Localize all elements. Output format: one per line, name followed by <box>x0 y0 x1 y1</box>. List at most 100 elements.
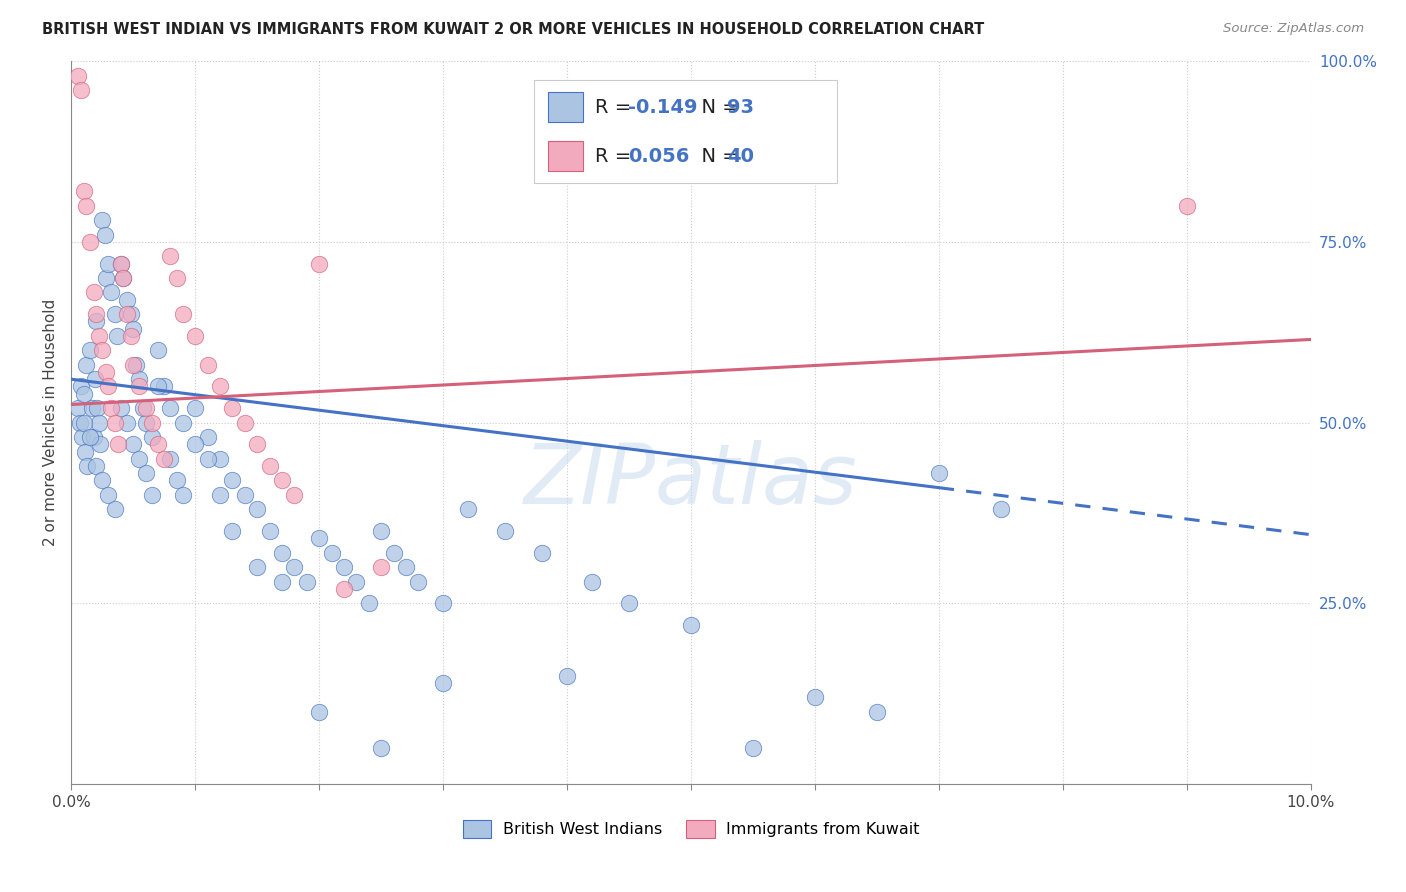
Point <box>221 401 243 416</box>
Point <box>97 256 120 270</box>
Point <box>120 329 142 343</box>
Legend: British West Indians, Immigrants from Kuwait: British West Indians, Immigrants from Ku… <box>457 814 925 845</box>
Point <box>990 502 1012 516</box>
Point <box>370 524 392 538</box>
Point <box>295 574 318 589</box>
Point <box>321 546 343 560</box>
Point <box>97 488 120 502</box>
Point <box>146 343 169 358</box>
Point <box>233 416 256 430</box>
Point <box>84 458 107 473</box>
Text: 93: 93 <box>727 97 754 117</box>
Point <box>333 560 356 574</box>
Point <box>91 343 114 358</box>
Point <box>83 430 105 444</box>
Text: 0.056: 0.056 <box>628 146 690 166</box>
Point <box>115 293 138 307</box>
Point <box>141 416 163 430</box>
Point <box>115 416 138 430</box>
Point <box>87 329 110 343</box>
Point <box>79 430 101 444</box>
Point <box>73 416 96 430</box>
Point <box>75 199 97 213</box>
Point <box>370 560 392 574</box>
Point <box>141 430 163 444</box>
Point <box>172 307 194 321</box>
Point <box>128 379 150 393</box>
Point <box>82 401 104 416</box>
Point <box>135 401 157 416</box>
Point <box>91 474 114 488</box>
Point <box>135 466 157 480</box>
Point <box>91 213 114 227</box>
Point <box>928 466 950 480</box>
Point <box>83 285 105 300</box>
Point <box>146 437 169 451</box>
Point <box>132 401 155 416</box>
Point <box>457 502 479 516</box>
Point <box>271 574 294 589</box>
Point <box>153 451 176 466</box>
Point <box>184 437 207 451</box>
Text: ZIPatlas: ZIPatlas <box>524 440 858 521</box>
Point <box>76 458 98 473</box>
Point <box>197 430 219 444</box>
Point <box>84 314 107 328</box>
Point <box>122 321 145 335</box>
Point <box>308 705 330 719</box>
Point <box>432 676 454 690</box>
Point <box>208 379 231 393</box>
Point <box>69 416 91 430</box>
Point <box>159 249 181 263</box>
Y-axis label: 2 or more Vehicles in Household: 2 or more Vehicles in Household <box>44 299 58 546</box>
Point <box>246 437 269 451</box>
Text: N =: N = <box>689 97 745 117</box>
Point <box>110 256 132 270</box>
Point <box>146 379 169 393</box>
Text: N =: N = <box>689 146 745 166</box>
Point <box>197 451 219 466</box>
Point <box>344 574 367 589</box>
Point <box>159 401 181 416</box>
Point <box>112 271 135 285</box>
Point <box>104 502 127 516</box>
Point <box>370 740 392 755</box>
Point <box>94 271 117 285</box>
Point <box>87 416 110 430</box>
Point <box>66 401 89 416</box>
Point <box>83 372 105 386</box>
Point <box>73 184 96 198</box>
Point <box>94 365 117 379</box>
Point <box>105 329 128 343</box>
Point <box>432 596 454 610</box>
Point <box>125 358 148 372</box>
Text: BRITISH WEST INDIAN VS IMMIGRANTS FROM KUWAIT 2 OR MORE VEHICLES IN HOUSEHOLD CO: BRITISH WEST INDIAN VS IMMIGRANTS FROM K… <box>42 22 984 37</box>
Text: Source: ZipAtlas.com: Source: ZipAtlas.com <box>1223 22 1364 36</box>
Point <box>246 560 269 574</box>
Point <box>308 531 330 545</box>
Point <box>128 451 150 466</box>
Point <box>271 546 294 560</box>
Point <box>112 271 135 285</box>
Text: 40: 40 <box>727 146 754 166</box>
Point <box>110 256 132 270</box>
Point <box>271 474 294 488</box>
Point <box>581 574 603 589</box>
Point <box>166 271 188 285</box>
Point <box>866 705 889 719</box>
Point <box>100 285 122 300</box>
Text: R =: R = <box>595 97 637 117</box>
Point <box>100 401 122 416</box>
Point <box>104 307 127 321</box>
Point <box>333 582 356 596</box>
Point <box>159 451 181 466</box>
Point <box>79 235 101 249</box>
Point <box>73 386 96 401</box>
Point <box>70 83 93 97</box>
Text: -0.149: -0.149 <box>628 97 697 117</box>
Point <box>184 329 207 343</box>
Point <box>494 524 516 538</box>
Point <box>283 560 305 574</box>
Point <box>197 358 219 372</box>
Point <box>259 458 281 473</box>
